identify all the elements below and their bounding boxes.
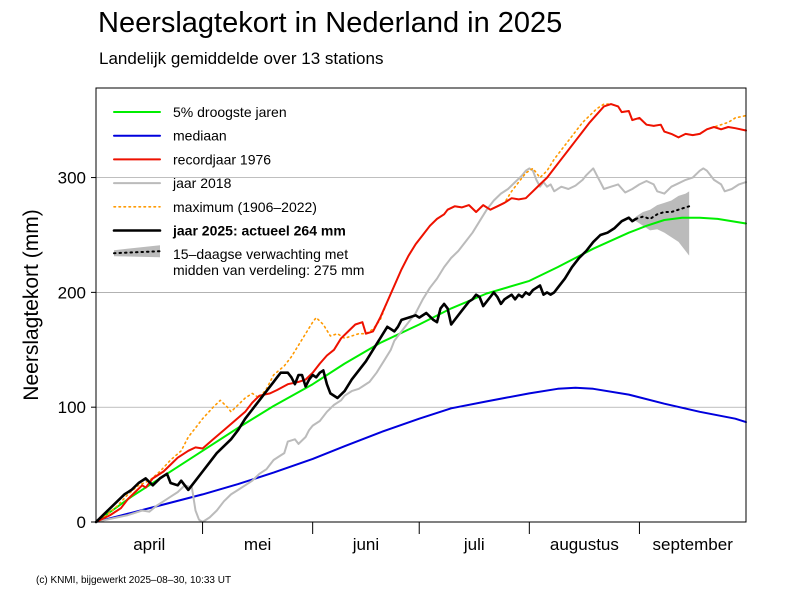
y-tick-label: 0 (77, 513, 86, 532)
legend-r1976-label: recordjaar 1976 (173, 151, 271, 167)
legend-y2018-label: jaar 2018 (172, 175, 232, 191)
y-tick-label: 100 (58, 398, 86, 417)
legend-median-label: mediaan (173, 128, 227, 144)
legend-forecast-label: 15–daagse verwachting met (173, 246, 348, 262)
series-forecast-line (634, 205, 691, 220)
x-tick-label: augustus (550, 535, 619, 554)
x-tick-label: september (653, 535, 734, 554)
chart-subtitle: Landelijk gemiddelde over 13 stations (99, 49, 383, 68)
legend-forecast-line-swatch (113, 250, 161, 255)
legend-forecast-label-line2: midden van verdeling: 275 mm (173, 262, 364, 278)
series-r1976-line (95, 103, 747, 523)
series-y2018-line (95, 167, 747, 523)
forecast-band (635, 191, 690, 256)
legend-y2025-label: jaar 2025: actueel 264 mm (172, 223, 346, 239)
plot-frame (95, 87, 747, 523)
gridlines (96, 177, 746, 408)
x-tick-label: juni (352, 535, 379, 554)
legend-max-label: maximum (1906–2022) (173, 199, 317, 215)
y-axis-label: Neerslagtekort (mm) (20, 209, 43, 400)
series-median-line (95, 386, 747, 523)
forecast-band-layer (635, 191, 690, 256)
y-tick-label: 200 (58, 283, 86, 302)
series-layer (94, 103, 747, 524)
x-tick-label: mei (244, 535, 271, 554)
x-tick-label: juli (463, 535, 485, 554)
chart-title: Neerslagtekort in Nederland in 2025 (98, 7, 562, 39)
y-tick-label: 300 (58, 169, 86, 188)
legend: 5% droogste jaren mediaan recordjaar 1976 j… (112, 104, 364, 278)
footer-credit: (c) KNMI, bijgewerkt 2025–08–30, 10:33 U… (36, 575, 231, 586)
series-y2025-line (94, 216, 638, 524)
axes: 0 100 200 300 april mei juni juli augustus septem… (58, 169, 734, 554)
x-tick-label: april (133, 535, 165, 554)
legend-p5-label: 5% droogste jaren (173, 104, 287, 120)
